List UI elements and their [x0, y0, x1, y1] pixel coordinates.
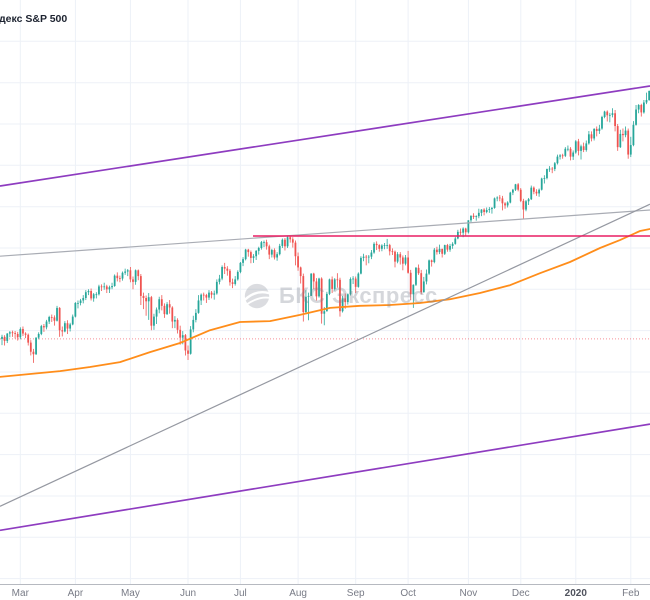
time-axis-label-Mar: Mar	[12, 588, 30, 599]
time-axis-label-May: May	[121, 588, 140, 599]
upper-channel-trendline[interactable]	[0, 85, 650, 187]
time-axis-label-Dec: Dec	[512, 588, 530, 599]
gray-rising-support-trendline[interactable]	[0, 203, 650, 507]
time-axis-label-Oct: Oct	[400, 588, 416, 599]
candles-layer	[1, 90, 650, 363]
time-axis-label-Nov: Nov	[460, 588, 478, 599]
time-axis-label-Sep: Sep	[347, 588, 365, 599]
time-axis[interactable]: Mar Apr May Jun Jul Aug Sep Oct Nov Dec 2020 Feb	[0, 584, 650, 600]
symbol-title[interactable]: декс S&P 500	[0, 13, 68, 25]
time-axis-label-Aug: Aug	[289, 588, 307, 599]
lower-channel-trendline[interactable]	[0, 423, 650, 532]
time-axis-label-2020: 2020	[565, 588, 588, 599]
time-axis-label-Feb: Feb	[622, 588, 640, 599]
ma-line[interactable]	[0, 228, 650, 378]
time-axis-label-Apr: Apr	[68, 588, 84, 599]
gray-resistance-trendline[interactable]	[0, 209, 650, 257]
time-axis-label-Jul: Jul	[234, 588, 247, 599]
grid-layer	[0, 0, 650, 584]
time-axis-label-Jun: Jun	[180, 588, 196, 599]
